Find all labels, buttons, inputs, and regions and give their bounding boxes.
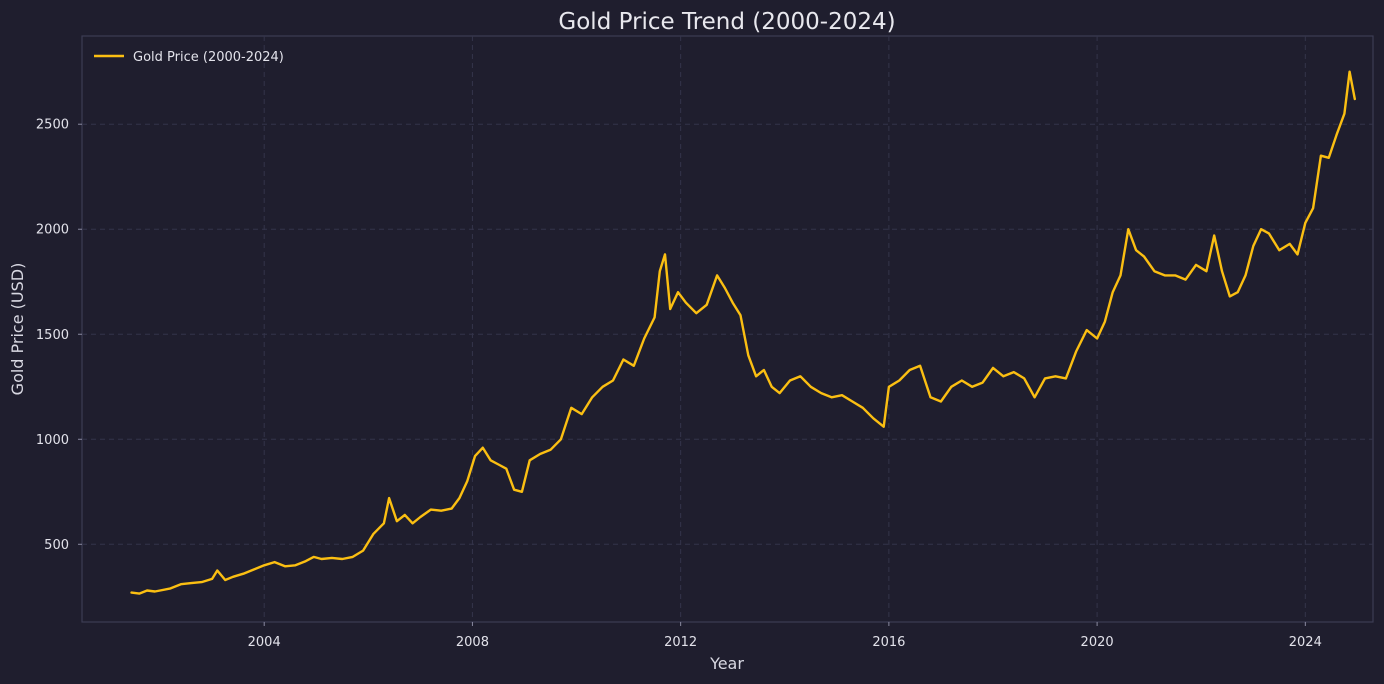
line-layer bbox=[130, 70, 1357, 595]
x-tick-label: 2004 bbox=[248, 635, 281, 650]
plot-area bbox=[81, 35, 1374, 623]
chart-title: Gold Price Trend (2000-2024) bbox=[558, 9, 895, 35]
grid bbox=[82, 36, 1373, 622]
y-axis-label: Gold Price (USD) bbox=[8, 263, 27, 396]
y-tick-label: 500 bbox=[44, 538, 69, 553]
x-axis-ticks: 2004 2008 2012 2016 2020 2024 bbox=[248, 622, 1322, 650]
x-tick-label: 2012 bbox=[664, 635, 697, 650]
x-axis-label: Year bbox=[709, 654, 744, 673]
y-tick-label: 2500 bbox=[36, 118, 69, 133]
x-tick-label: 2008 bbox=[456, 635, 489, 650]
legend: Gold Price (2000-2024) bbox=[94, 50, 284, 65]
y-tick-label: 1000 bbox=[36, 433, 69, 448]
series-line-gold-price bbox=[130, 70, 1357, 595]
x-tick-label: 2016 bbox=[872, 635, 905, 650]
y-tick-label: 1500 bbox=[36, 328, 69, 343]
y-axis-ticks: 500 1000 1500 2000 2500 bbox=[36, 118, 82, 553]
legend-entry: Gold Price (2000-2024) bbox=[133, 50, 284, 65]
y-tick-label: 2000 bbox=[36, 223, 69, 238]
x-tick-label: 2020 bbox=[1081, 635, 1114, 650]
x-tick-label: 2024 bbox=[1289, 635, 1322, 650]
